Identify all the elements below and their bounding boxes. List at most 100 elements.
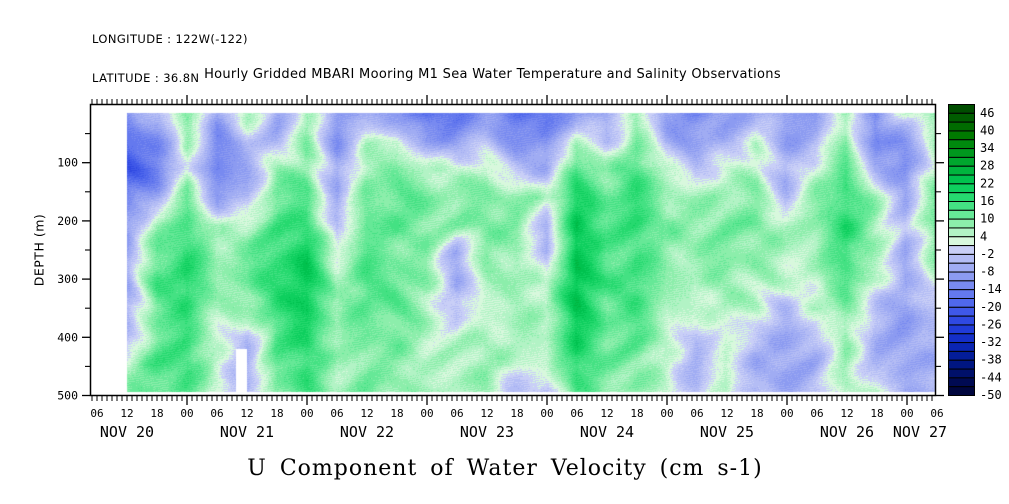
hour-label: 18 bbox=[510, 407, 523, 420]
hour-label: 00 bbox=[540, 407, 553, 420]
colorbar-label: 34 bbox=[980, 141, 994, 155]
colorbar-label: 40 bbox=[980, 123, 994, 137]
y-tick-label: 500 bbox=[57, 389, 78, 403]
date-label: NOV 22 bbox=[340, 423, 394, 441]
colorbar-label: -14 bbox=[980, 282, 1002, 296]
colorbar-label: -50 bbox=[980, 388, 1002, 402]
colorbar-cell bbox=[948, 271, 975, 282]
date-label: NOV 24 bbox=[580, 423, 634, 441]
colorbar-cell bbox=[948, 315, 975, 326]
hour-label: 06 bbox=[330, 407, 343, 420]
colorbar-cell bbox=[948, 324, 975, 335]
hour-label: 18 bbox=[870, 407, 883, 420]
hour-label: 06 bbox=[210, 407, 223, 420]
colorbar-cell bbox=[948, 245, 975, 255]
info-latitude: LATITUDE : 36.8N bbox=[92, 71, 200, 85]
colorbar-cell bbox=[948, 306, 975, 317]
y-tick-label: 100 bbox=[57, 156, 78, 170]
colorbar-cell bbox=[948, 174, 975, 185]
colorbar-label: -38 bbox=[980, 353, 1002, 367]
hour-label: 12 bbox=[840, 407, 853, 420]
colorbar-cell bbox=[948, 236, 975, 247]
hour-label: 18 bbox=[150, 407, 163, 420]
colorbar-cell bbox=[948, 183, 975, 194]
colorbar-cell bbox=[948, 112, 975, 123]
colorbar-label: -26 bbox=[980, 317, 1002, 331]
hour-label: 06 bbox=[810, 407, 823, 420]
y-tick-label: 200 bbox=[57, 214, 78, 228]
colorbar-cell bbox=[948, 289, 975, 300]
colorbar-cell bbox=[948, 156, 975, 167]
chart-title: Hourly Gridded MBARI Mooring M1 Sea Wate… bbox=[204, 67, 781, 82]
colorbar-cell bbox=[948, 386, 975, 397]
colorbar-label: 16 bbox=[980, 194, 994, 208]
colorbar-cell bbox=[948, 253, 975, 264]
colorbar-label: 4 bbox=[980, 229, 987, 243]
colorbar-label: -8 bbox=[980, 265, 994, 279]
hour-label: 06 bbox=[570, 407, 583, 420]
colorbar-cell bbox=[948, 333, 975, 344]
date-label: NOV 27 bbox=[893, 423, 947, 441]
colorbar-label: 28 bbox=[980, 159, 994, 173]
hour-label: 06 bbox=[90, 407, 103, 420]
y-tick-label: 300 bbox=[57, 272, 78, 286]
colorbar-label: 22 bbox=[980, 176, 994, 190]
y-tick-label: 400 bbox=[57, 330, 78, 344]
colorbar-cell bbox=[948, 201, 975, 211]
colorbar-cell bbox=[948, 377, 975, 388]
colorbar-cell bbox=[948, 148, 975, 158]
colorbar-cell bbox=[948, 298, 975, 308]
hour-label: 12 bbox=[360, 407, 373, 420]
date-label: NOV 26 bbox=[820, 423, 874, 441]
hour-label: 00 bbox=[180, 407, 193, 420]
hour-label: 12 bbox=[480, 407, 493, 420]
colorbar-cell bbox=[948, 209, 975, 220]
colorbar-cell bbox=[948, 368, 975, 379]
colorbar-label: -44 bbox=[980, 370, 1002, 384]
colorbar-label: -32 bbox=[980, 335, 1002, 349]
hour-label: 00 bbox=[780, 407, 793, 420]
hour-label: 00 bbox=[300, 407, 313, 420]
colorbar-cell bbox=[948, 280, 975, 291]
colorbar-cell bbox=[948, 227, 975, 238]
colorbar-cell bbox=[948, 165, 975, 176]
date-label: NOV 21 bbox=[220, 423, 274, 441]
hour-label: 12 bbox=[600, 407, 613, 420]
hour-label: 00 bbox=[900, 407, 913, 420]
colorbar-label: 46 bbox=[980, 106, 994, 120]
hour-label: 12 bbox=[720, 407, 733, 420]
hour-label: 00 bbox=[660, 407, 673, 420]
colorbar-cell bbox=[948, 104, 975, 114]
hour-label: 06 bbox=[690, 407, 703, 420]
date-label: NOV 23 bbox=[460, 423, 514, 441]
velocity-heatmap bbox=[90, 104, 935, 395]
hour-label: 12 bbox=[240, 407, 253, 420]
date-label: NOV 20 bbox=[100, 423, 154, 441]
colorbar-label: -20 bbox=[980, 300, 1002, 314]
colorbar-cell bbox=[948, 262, 975, 273]
plot-frame bbox=[89, 103, 937, 397]
colorbar-cell bbox=[948, 342, 975, 352]
info-longitude: LONGITUDE : 122W(-122) bbox=[92, 32, 248, 46]
colorbar-cell bbox=[948, 121, 975, 132]
hour-label: 18 bbox=[750, 407, 763, 420]
hour-label: 00 bbox=[420, 407, 433, 420]
hour-label: 12 bbox=[120, 407, 133, 420]
colorbar-cell bbox=[948, 130, 975, 141]
colorbar-cell bbox=[948, 218, 975, 229]
colorbar-label: 10 bbox=[980, 212, 994, 226]
colorbar-label: -2 bbox=[980, 247, 994, 261]
hour-label: 18 bbox=[390, 407, 403, 420]
colorbar-cell bbox=[948, 350, 975, 361]
date-label: NOV 25 bbox=[700, 423, 754, 441]
hour-label: 18 bbox=[270, 407, 283, 420]
hour-label: 06 bbox=[450, 407, 463, 420]
hour-label: 06 bbox=[930, 407, 943, 420]
hour-label: 18 bbox=[630, 407, 643, 420]
colorbar-cell bbox=[948, 359, 975, 370]
colorbar-cell bbox=[948, 192, 975, 203]
x-axis-title: U Component of Water Velocity (cm s-1) bbox=[247, 456, 763, 481]
colorbar-cell bbox=[948, 139, 975, 150]
